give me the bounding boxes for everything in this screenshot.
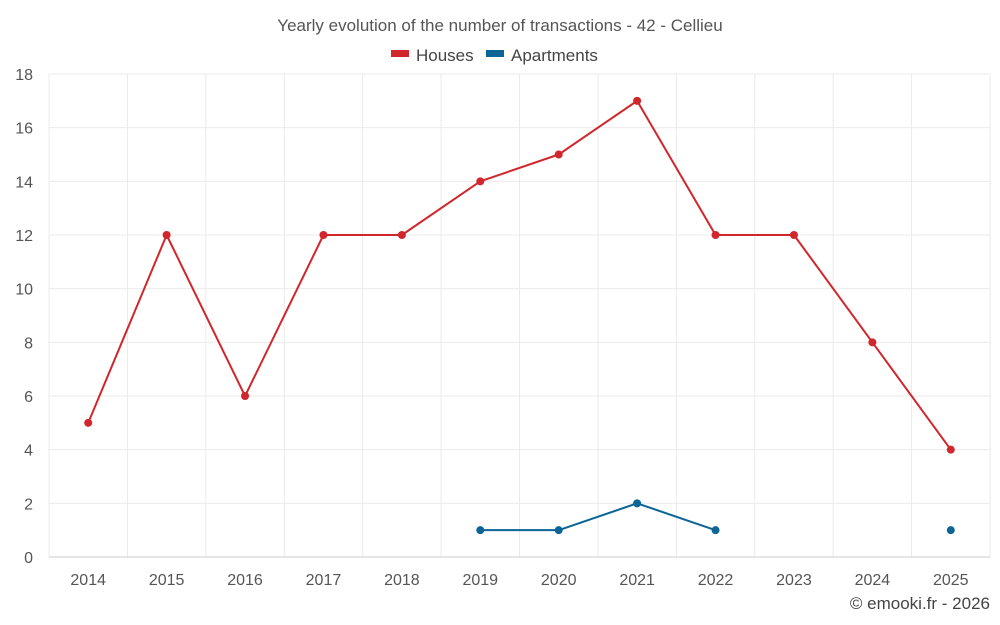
y-tick-label: 2 <box>24 496 33 513</box>
x-tick-label: 2020 <box>541 572 577 589</box>
x-tick-label: 2022 <box>698 572 734 589</box>
y-tick-label: 14 <box>15 174 33 191</box>
y-axis-ticks: 0 2 4 6 8 10 12 14 16 18 <box>15 67 33 567</box>
data-point-apartments[interactable] <box>633 499 642 508</box>
data-point-houses[interactable] <box>711 231 720 239</box>
legend-swatch-houses <box>391 50 409 57</box>
x-tick-label: 2014 <box>70 572 106 589</box>
series-line-houses <box>87 99 952 451</box>
grid <box>48 73 991 558</box>
data-point-houses[interactable] <box>476 177 485 186</box>
series-layer <box>84 96 955 535</box>
data-point-houses[interactable] <box>241 392 250 400</box>
data-point-houses[interactable] <box>319 231 328 239</box>
legend-label-apartments[interactable]: Apartments <box>511 46 598 65</box>
data-point-apartments[interactable] <box>946 526 955 535</box>
y-tick-label: 12 <box>15 228 33 245</box>
legend: Houses Apartments <box>391 46 598 65</box>
x-tick-label: 2024 <box>855 572 891 589</box>
data-point-apartments[interactable] <box>711 526 720 535</box>
legend-swatch-apartments <box>486 50 504 57</box>
data-point-apartments[interactable] <box>476 526 485 535</box>
y-tick-label: 18 <box>15 67 33 84</box>
y-tick-label: 8 <box>24 335 33 352</box>
data-point-houses[interactable] <box>397 231 406 239</box>
data-point-apartments[interactable] <box>554 526 563 535</box>
x-tick-label: 2017 <box>306 572 342 589</box>
x-tick-label: 2015 <box>149 572 185 589</box>
x-tick-label: 2016 <box>227 572 263 589</box>
data-point-houses[interactable] <box>633 96 642 105</box>
data-point-houses[interactable] <box>946 445 955 454</box>
series-line-apartments <box>480 502 716 532</box>
y-tick-label: 16 <box>15 121 33 138</box>
chart-title: Yearly evolution of the number of transa… <box>277 16 722 35</box>
data-point-houses[interactable] <box>162 231 171 239</box>
y-tick-label: 4 <box>24 443 33 460</box>
x-tick-label: 2023 <box>776 572 812 589</box>
x-axis-ticks: 2014 2015 2016 2017 2018 2019 2020 2021 2022 2023… <box>70 572 968 589</box>
x-tick-label: 2021 <box>619 572 655 589</box>
y-tick-label: 6 <box>24 389 33 406</box>
legend-label-houses[interactable]: Houses <box>416 46 474 65</box>
x-tick-label: 2019 <box>462 572 498 589</box>
x-tick-label: 2025 <box>933 572 969 589</box>
data-point-houses[interactable] <box>84 418 93 427</box>
y-tick-label: 10 <box>15 282 33 299</box>
data-point-houses[interactable] <box>789 231 798 239</box>
data-point-houses[interactable] <box>868 338 877 347</box>
credit-text: © emooki.fr - 2026 <box>850 594 990 613</box>
data-point-houses[interactable] <box>554 150 563 159</box>
x-tick-label: 2018 <box>384 572 420 589</box>
y-tick-label: 0 <box>24 550 33 567</box>
